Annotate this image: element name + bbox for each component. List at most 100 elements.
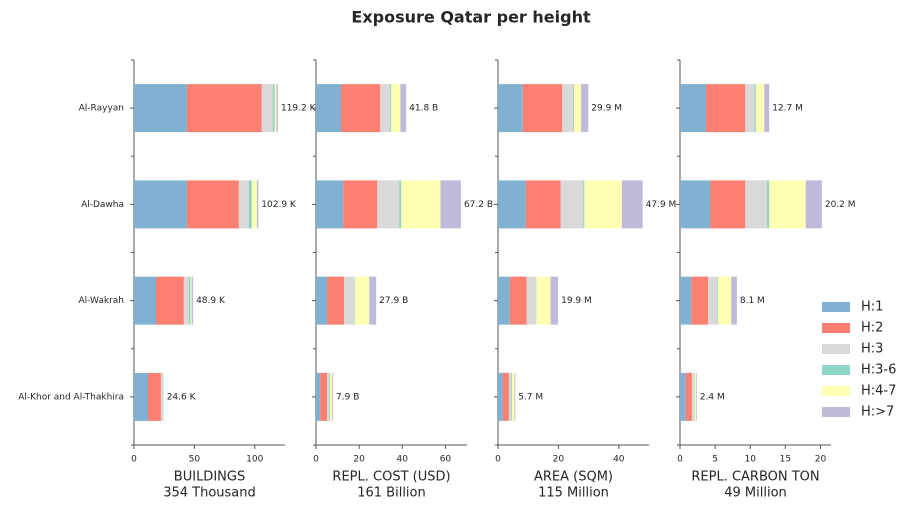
total-label: 27.9 B (379, 296, 408, 306)
bar-segment (377, 180, 400, 229)
total-label: 5.7 M (518, 392, 543, 402)
bar-segment (399, 180, 402, 229)
bar-segment (562, 84, 574, 133)
legend-swatch (822, 302, 850, 312)
bar-segment (186, 84, 262, 133)
total-label: 48.9 K (196, 296, 226, 306)
x-tick-label: 20 (553, 455, 565, 465)
bar-segment (691, 372, 695, 421)
x-tick-label: 100 (246, 455, 263, 465)
bar-segment (188, 276, 191, 325)
bar-segment (343, 180, 378, 229)
x-tick-label: 40 (397, 455, 409, 465)
legend-label: H:4-7 (861, 384, 896, 399)
bar-segment (694, 372, 695, 421)
bar-segment (332, 372, 334, 421)
bar-segment (509, 276, 527, 325)
x-axis-sublabel: 161 Billion (357, 486, 426, 501)
x-axis-sublabel: 49 Million (724, 486, 787, 501)
bar-segment (514, 372, 516, 421)
bar-segment (256, 180, 259, 229)
total-label: 2.4 M (700, 392, 725, 402)
bar-segment (498, 84, 523, 133)
bar-segment (621, 180, 643, 229)
bar-segment (581, 84, 589, 133)
bar-segment (510, 372, 512, 421)
bar-segment (731, 276, 737, 325)
total-label: 41.8 B (409, 104, 438, 114)
bar-segment (186, 180, 239, 229)
bar-segment (769, 180, 806, 229)
bar-segment (390, 84, 392, 133)
bar-segment (440, 180, 461, 229)
x-tick-label: 0 (677, 455, 683, 465)
bar-segment (560, 180, 584, 229)
x-tick-label: 20 (815, 455, 827, 465)
bar-segment (522, 84, 563, 133)
total-label: 8.1 M (740, 296, 765, 306)
total-label: 12.7 M (772, 104, 803, 114)
legend-swatch (822, 344, 850, 354)
bar-segment (583, 180, 585, 229)
bar-segment (511, 372, 515, 421)
bar-segment (190, 276, 192, 325)
total-label: 29.9 M (591, 104, 622, 114)
total-label: 19.9 M (561, 296, 592, 306)
bar-segment (327, 276, 345, 325)
bar-segment (680, 180, 711, 229)
bar-segment (134, 180, 187, 229)
x-tick-label: 0 (131, 455, 137, 465)
x-axis-label: REPL. COST (USD) (332, 470, 450, 485)
bar-segment (400, 84, 407, 133)
bar-segment (272, 84, 275, 133)
legend-label: H:>7 (861, 405, 894, 420)
bar-segment (680, 372, 686, 421)
legend-swatch (822, 365, 850, 375)
x-tick-label: 15 (780, 455, 791, 465)
legend-label: H:2 (861, 321, 883, 336)
figure-title: Exposure Qatar per height (351, 8, 591, 27)
bar-segment (320, 372, 328, 421)
bar-segment (248, 180, 252, 229)
bar-segment (536, 276, 551, 325)
x-tick-label: 50 (189, 455, 201, 465)
x-tick-label: 0 (313, 455, 319, 465)
y-tick-label: Al-Wakrah (78, 296, 124, 306)
bar-segment (717, 276, 732, 325)
total-label: 119.2 K (281, 104, 317, 114)
bar-segment (705, 84, 746, 133)
bar-segment (685, 372, 692, 421)
legend-label: H:1 (861, 300, 883, 315)
bar-segment (717, 276, 718, 325)
bar-segment (391, 84, 401, 133)
bar-segment (498, 180, 526, 229)
total-label: 102.9 K (261, 200, 297, 210)
bar-segment (498, 276, 510, 325)
bar-segment (341, 84, 381, 133)
bar-segment (274, 84, 277, 133)
x-axis-sublabel: 115 Million (538, 486, 609, 501)
x-tick-label: 10 (745, 455, 757, 465)
bar-segment (573, 84, 575, 133)
x-axis-label: AREA (SQM) (534, 470, 613, 485)
legend-label: H:3 (861, 342, 883, 357)
legend-swatch (822, 386, 850, 396)
x-tick-label: 60 (440, 455, 452, 465)
y-tick-label: Al-Khor and Al-Thakhira (18, 392, 124, 402)
bar-segment (160, 372, 163, 421)
bar-segment (316, 84, 342, 133)
total-label: 20.2 M (825, 200, 856, 210)
bar-segment (710, 180, 746, 229)
total-label: 67.2 B (464, 200, 493, 210)
bar-segment (526, 276, 536, 325)
bar-segment (316, 180, 344, 229)
bar-segment (508, 372, 511, 421)
bar-segment (708, 276, 718, 325)
legend-swatch (822, 407, 850, 417)
bar-segment (316, 276, 328, 325)
bar-segment (276, 84, 278, 133)
bar-segment (584, 180, 622, 229)
bar-segment (745, 180, 768, 229)
bar-segment (148, 372, 161, 421)
